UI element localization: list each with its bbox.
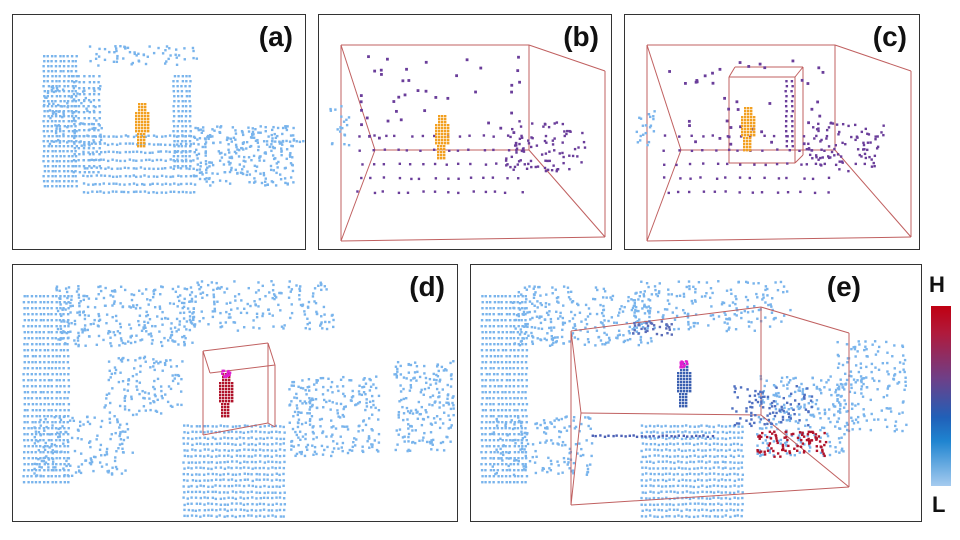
panel-label-e: (e) [826,271,861,302]
point-cloud-e [480,280,908,519]
colorbar [931,306,951,486]
panel-label-d: (d) [409,271,445,302]
point-cloud-b [329,44,606,242]
panel-c: (c) [624,14,920,250]
panel-e: (e) [470,264,922,522]
panel-label-b: (b) [563,21,599,52]
colorbar-low-label: L [932,492,946,517]
panel-label-a: (a) [258,21,293,52]
panel-d: (d) [12,264,458,522]
panel-b: (b) [318,14,612,250]
panel-label-c: (c) [872,21,907,52]
panel-a: (a) [12,14,306,250]
colorbar-high-label: H [929,272,945,297]
point-cloud-c [635,44,912,242]
point-cloud-a [42,45,305,195]
point-cloud-d [22,280,455,519]
